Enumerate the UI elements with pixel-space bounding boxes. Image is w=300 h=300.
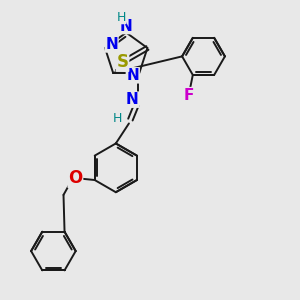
Text: N: N (120, 19, 133, 34)
Text: H: H (113, 112, 122, 124)
Text: F: F (184, 88, 194, 103)
Text: S: S (117, 53, 129, 71)
Text: H: H (116, 11, 126, 24)
Text: N: N (126, 92, 139, 107)
Text: N: N (126, 68, 139, 83)
Text: N: N (105, 37, 118, 52)
Text: O: O (68, 169, 83, 187)
